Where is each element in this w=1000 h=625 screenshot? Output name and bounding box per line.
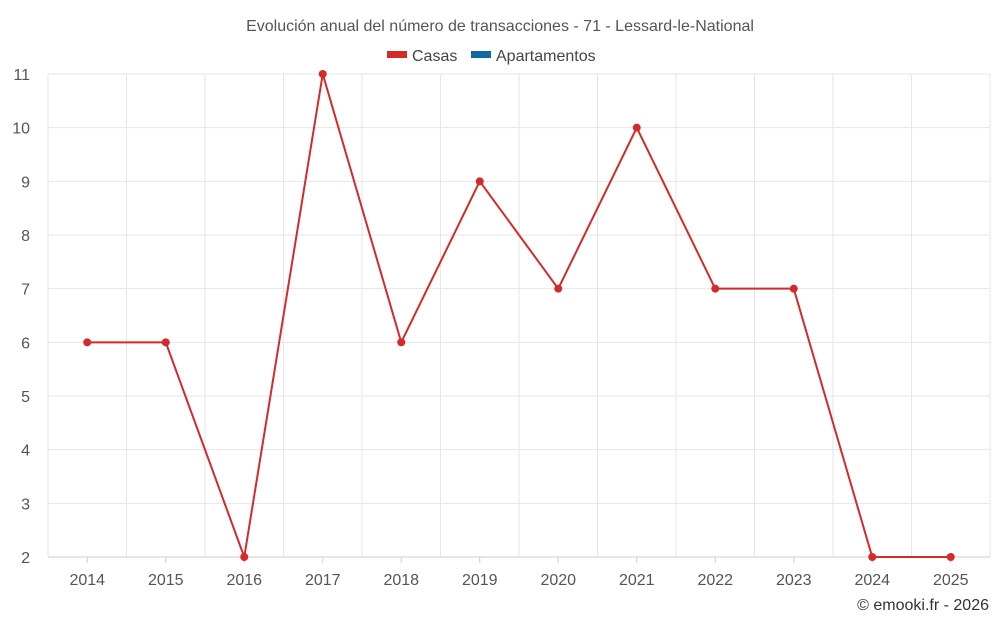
data-point-casas-2022[interactable] xyxy=(711,284,720,293)
legend-swatch-casas xyxy=(387,51,407,58)
x-tick-label: 2017 xyxy=(305,572,341,589)
data-point-casas-2021[interactable] xyxy=(632,123,641,132)
legend-item-apartamentos[interactable]: Apartamentos xyxy=(471,48,596,65)
legend-item-casas[interactable]: Casas xyxy=(387,48,457,65)
y-tick-label: 6 xyxy=(21,335,30,352)
y-tick-label: 5 xyxy=(21,389,30,406)
data-point-casas-2020[interactable] xyxy=(554,284,563,293)
legend-label-casas: Casas xyxy=(412,48,457,65)
y-tick-label: 11 xyxy=(13,67,30,84)
credit-text: © emooki.fr - 2026 xyxy=(857,597,989,614)
data-point-casas-2023[interactable] xyxy=(789,284,798,293)
data-point-casas-2017[interactable] xyxy=(318,70,327,78)
series-line-casas xyxy=(87,73,951,558)
data-point-casas-2016[interactable] xyxy=(240,553,249,561)
y-tick-label: 2 xyxy=(21,550,30,567)
x-tick-label: 2020 xyxy=(540,572,576,589)
x-tick-label: 2024 xyxy=(854,572,890,589)
y-tick-label: 4 xyxy=(21,443,30,460)
y-tick-label: 8 xyxy=(21,228,30,245)
x-tick-label: 2021 xyxy=(619,572,655,589)
y-tick-label: 3 xyxy=(21,496,30,513)
y-tick-label: 9 xyxy=(21,174,30,191)
x-axis-ticks: 2014 2015 2016 2017 2018 2019 2020 2021 2022 2023… xyxy=(69,557,969,589)
x-tick-label: 2023 xyxy=(776,572,812,589)
x-tick-label: 2022 xyxy=(697,572,733,589)
legend-label-apartamentos: Apartamentos xyxy=(496,48,596,65)
x-tick-label: 2014 xyxy=(69,572,105,589)
x-tick-label: 2015 xyxy=(148,572,184,589)
data-point-casas-2015[interactable] xyxy=(161,338,170,347)
data-point-casas-2018[interactable] xyxy=(397,338,406,347)
legend: Casas Apartamentos xyxy=(387,48,596,65)
data-point-casas-2024[interactable] xyxy=(868,553,877,561)
data-point-casas-2025[interactable] xyxy=(946,553,955,561)
legend-swatch-apartamentos xyxy=(471,51,491,58)
y-tick-label: 7 xyxy=(21,282,30,299)
x-tick-label: 2025 xyxy=(933,572,969,589)
data-point-casas-2014[interactable] xyxy=(83,338,92,347)
chart-title: Evolución anual del número de transaccio… xyxy=(246,18,754,35)
y-tick-label: 10 xyxy=(12,121,30,138)
x-tick-label: 2016 xyxy=(226,572,262,589)
x-tick-label: 2018 xyxy=(383,572,419,589)
grid xyxy=(47,73,991,558)
y-axis-ticks: 2 3 4 5 6 7 8 9 10 11 xyxy=(12,67,30,567)
data-point-casas-2019[interactable] xyxy=(475,177,484,186)
x-tick-label: 2019 xyxy=(462,572,498,589)
series-casas xyxy=(83,70,955,561)
